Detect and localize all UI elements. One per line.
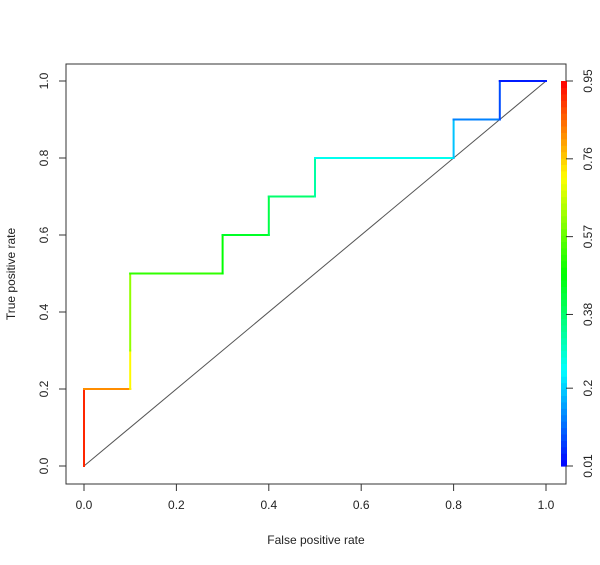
- colorbar-cell: [561, 446, 567, 454]
- y-axis-label: True positive rate: [4, 228, 18, 321]
- colorbar-tick-label: 0.01: [581, 454, 595, 478]
- colorbar-cell: [561, 164, 567, 172]
- x-axis-label: False positive rate: [267, 533, 365, 547]
- y-tick-label: 0.0: [37, 457, 51, 474]
- colorbar-cell: [561, 286, 567, 294]
- colorbar-cell: [561, 241, 567, 249]
- colorbar-cell: [561, 292, 567, 300]
- colorbar-cell: [561, 87, 567, 95]
- colorbar-cell: [561, 337, 567, 345]
- colorbar-cell: [561, 132, 567, 140]
- colorbar-cell: [561, 369, 567, 377]
- x-tick-label: 0.6: [353, 498, 370, 512]
- colorbar-cell: [561, 344, 567, 352]
- y-tick-label: 0.6: [37, 226, 51, 243]
- colorbar-cell: [561, 312, 567, 320]
- colorbar-cell: [561, 119, 567, 127]
- colorbar-cell: [561, 324, 567, 332]
- colorbar-cell: [561, 209, 567, 217]
- colorbar-cell: [561, 279, 567, 287]
- colorbar-cell: [561, 350, 567, 358]
- colorbar-cell: [561, 299, 567, 307]
- colorbar-cell: [561, 318, 567, 326]
- colorbar-cell: [561, 408, 567, 416]
- colorbar-cell: [561, 267, 567, 275]
- colorbar-cell: [561, 382, 567, 390]
- colorbar-cell: [561, 196, 567, 204]
- colorbar-cell: [561, 273, 567, 281]
- x-tick-label: 0.2: [168, 498, 185, 512]
- x-axis: 0.0 0.2 0.4 0.6 0.8 1.0: [76, 484, 555, 512]
- colorbar-cell: [561, 376, 567, 384]
- colorbar-cell: [561, 100, 567, 108]
- colorbar-cell: [561, 145, 567, 153]
- colorbar-cell: [561, 125, 567, 133]
- colorbar-cell: [561, 395, 567, 403]
- diagonal-layer: [83, 80, 547, 467]
- colorbar-tick-label: 0.95: [581, 69, 595, 93]
- colorbar-cell: [561, 158, 567, 166]
- colorbar-tick-label: 0.76: [581, 147, 595, 171]
- x-tick-label: 0.0: [76, 498, 93, 512]
- colorbar-cell: [561, 138, 567, 146]
- y-tick-label: 0.8: [37, 149, 51, 166]
- colorbar-cell: [561, 433, 567, 441]
- colorbar-cell: [561, 363, 567, 371]
- colorbar-cell: [561, 356, 567, 364]
- colorbar-cell: [561, 427, 567, 435]
- colorbar-cell: [561, 440, 567, 448]
- colorbar-tick-label: 0.2: [581, 380, 595, 397]
- colorbar-cell: [561, 106, 567, 114]
- colorbar-cell: [561, 235, 567, 243]
- colorbar-cell: [561, 421, 567, 429]
- colorbar-cell: [561, 260, 567, 268]
- colorbar-cell: [561, 222, 567, 230]
- colorbar-cell: [561, 254, 567, 262]
- x-tick-label: 0.8: [445, 498, 462, 512]
- roc-curve: [83, 80, 547, 467]
- colorbar-cell: [561, 331, 567, 339]
- colorbar-cell: [561, 215, 567, 223]
- colorbar-cell: [561, 453, 567, 461]
- y-axis: 0.0 0.2 0.4 0.6 0.8 1.0: [37, 72, 66, 474]
- colorbar-cell: [561, 93, 567, 101]
- colorbar-cell: [561, 151, 567, 159]
- colorbar-cell: [561, 228, 567, 236]
- colorbar-cell: [561, 170, 567, 178]
- y-tick-label: 0.4: [37, 303, 51, 320]
- colorbar: 0.01 0.2 0.38 0.57 0.76 0.95: [561, 69, 595, 478]
- colorbar-cell: [561, 389, 567, 397]
- colorbar-cell: [561, 113, 567, 121]
- colorbar-cell: [561, 81, 567, 89]
- colorbar-tick-label: 0.57: [581, 225, 595, 249]
- colorbar-cell: [561, 414, 567, 422]
- y-tick-label: 0.2: [37, 380, 51, 397]
- diagonal-line: [83, 80, 547, 467]
- y-tick-label: 1.0: [37, 72, 51, 89]
- colorbar-cell: [561, 177, 567, 185]
- colorbar-cell: [561, 183, 567, 191]
- x-tick-label: 1.0: [538, 498, 555, 512]
- x-tick-label: 0.4: [260, 498, 277, 512]
- colorbar-cell: [561, 305, 567, 313]
- colorbar-cell: [561, 190, 567, 198]
- colorbar-tick-label: 0.38: [581, 302, 595, 326]
- colorbar-cell: [561, 459, 567, 467]
- colorbar-cell: [561, 202, 567, 210]
- colorbar-cell: [561, 247, 567, 255]
- colorbar-cell: [561, 401, 567, 409]
